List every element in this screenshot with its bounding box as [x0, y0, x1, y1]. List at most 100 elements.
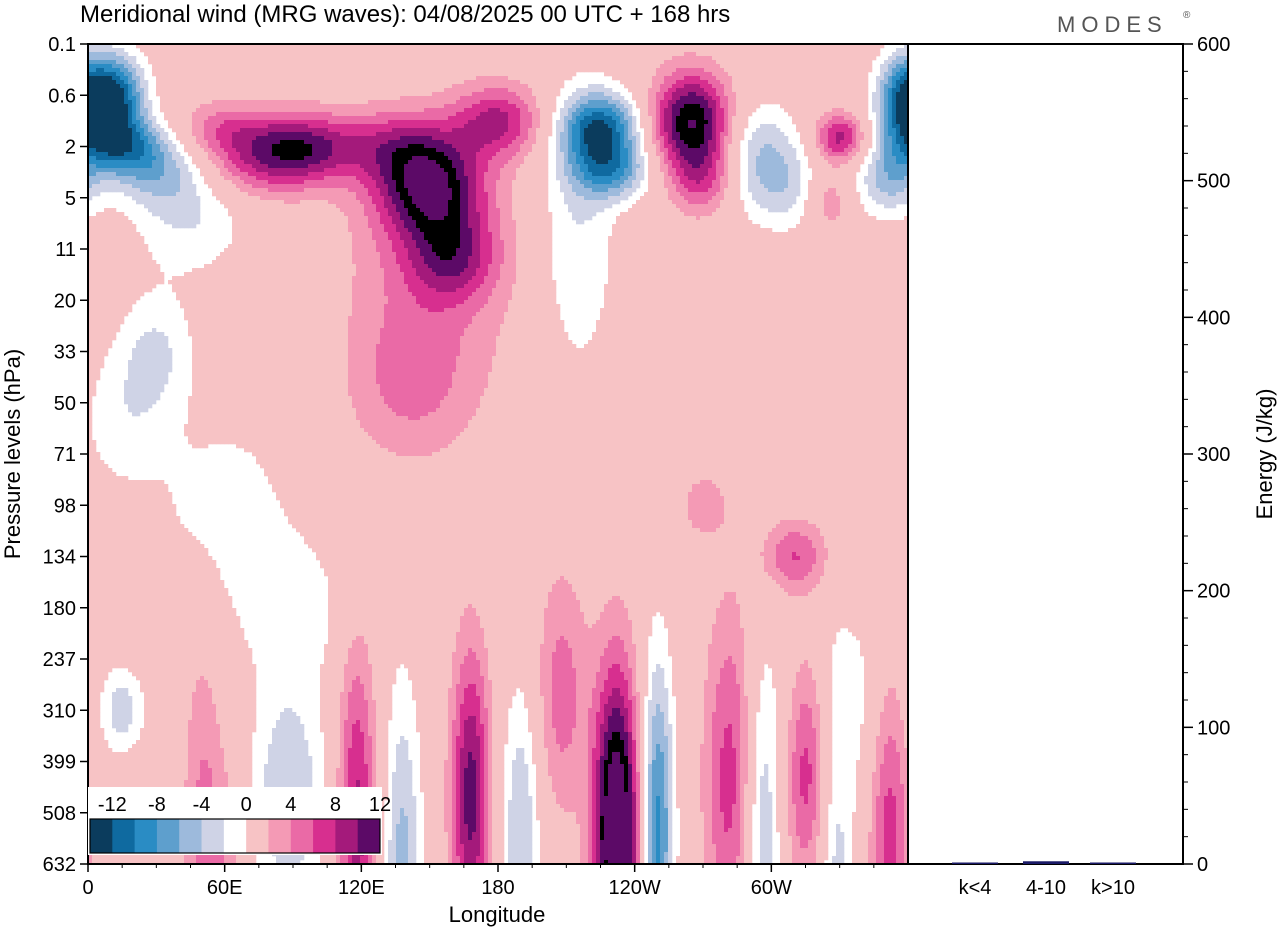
- heatmap-cell: [224, 100, 229, 105]
- heatmap-cell: [744, 68, 749, 73]
- heatmap-cell: [820, 64, 825, 69]
- heatmap-cell: [288, 136, 293, 141]
- heatmap-cell: [320, 136, 325, 141]
- heatmap-cell: [316, 72, 321, 77]
- heatmap-cell: [396, 44, 401, 49]
- heatmap-cell: [576, 108, 581, 113]
- heatmap-cell: [660, 80, 665, 85]
- heatmap-cell: [224, 68, 229, 73]
- heatmap-cell: [604, 92, 609, 97]
- heatmap-cell: [824, 136, 829, 141]
- heatmap-cell: [772, 56, 777, 61]
- heatmap-cell: [288, 72, 293, 77]
- heatmap-cell: [488, 60, 493, 65]
- heatmap-cell: [512, 88, 517, 93]
- heatmap-cell: [900, 108, 905, 113]
- heatmap-cell: [848, 140, 853, 145]
- heatmap-cell: [416, 100, 421, 105]
- heatmap-cell: [488, 88, 493, 93]
- heatmap-cell: [304, 100, 309, 105]
- heatmap-cell: [848, 104, 853, 109]
- heatmap-cell: [264, 100, 269, 105]
- heatmap-cell: [740, 64, 745, 69]
- heatmap-cell: [164, 116, 169, 121]
- heatmap-cell: [396, 52, 401, 57]
- heatmap-cell: [852, 68, 857, 73]
- heatmap-cell: [412, 112, 417, 117]
- heatmap-cell: [700, 132, 705, 137]
- heatmap-cell: [864, 120, 869, 125]
- heatmap-cell: [740, 128, 745, 133]
- heatmap-cell: [800, 108, 805, 113]
- heatmap-cell: [428, 108, 433, 113]
- heatmap-cell: [848, 80, 853, 85]
- heatmap-cell: [120, 144, 125, 149]
- heatmap-cell: [588, 92, 593, 97]
- heatmap-cell: [188, 68, 193, 73]
- heatmap-cell: [432, 112, 437, 117]
- heatmap-cell: [212, 108, 217, 113]
- heatmap-cell: [352, 68, 357, 73]
- heatmap-cell: [712, 128, 717, 133]
- heatmap-cell: [584, 132, 589, 137]
- heatmap-cell: [276, 116, 281, 121]
- heatmap-cell: [284, 68, 289, 73]
- heatmap-cell: [364, 100, 369, 105]
- heatmap-cell: [476, 52, 481, 57]
- heatmap-cell: [860, 112, 865, 117]
- heatmap-cell: [360, 132, 365, 137]
- heatmap-cell: [260, 116, 265, 121]
- heatmap-cell: [368, 92, 373, 97]
- heatmap-cell: [704, 132, 709, 137]
- heatmap-cell: [96, 44, 101, 49]
- heatmap-cell: [448, 140, 453, 145]
- heatmap-cell: [100, 116, 105, 121]
- heatmap-cell: [868, 124, 873, 129]
- heatmap-cell: [496, 88, 501, 93]
- heatmap-cell: [140, 144, 145, 149]
- heatmap-cell: [132, 104, 137, 109]
- heatmap-cell: [568, 76, 573, 81]
- heatmap-cell: [676, 132, 681, 137]
- heatmap-cell: [512, 124, 517, 129]
- heatmap-cell: [216, 68, 221, 73]
- heatmap-cell: [104, 84, 109, 89]
- heatmap-cell: [644, 68, 649, 73]
- heatmap-cell: [360, 96, 365, 101]
- heatmap-cell: [684, 76, 689, 81]
- heatmap-cell: [444, 100, 449, 105]
- heatmap-cell: [176, 96, 181, 101]
- heatmap-cell: [736, 44, 741, 49]
- heatmap-cell: [648, 120, 653, 125]
- heatmap-cell: [832, 116, 837, 121]
- heatmap-cell: [228, 64, 233, 69]
- heatmap-cell: [216, 60, 221, 65]
- heatmap-cell: [460, 140, 465, 145]
- heatmap-cell: [680, 48, 685, 53]
- heatmap-cell: [896, 96, 901, 101]
- heatmap-cell: [320, 128, 325, 133]
- heatmap-cell: [268, 80, 273, 85]
- heatmap-cell: [596, 52, 601, 57]
- heatmap-cell: [444, 104, 449, 109]
- heatmap-cell: [388, 92, 393, 97]
- heatmap-cell: [564, 48, 569, 53]
- heatmap-cell: [460, 68, 465, 73]
- heatmap-cell: [836, 80, 841, 85]
- heatmap-cell: [144, 44, 149, 49]
- heatmap-cell: [204, 52, 209, 57]
- heatmap-cell: [648, 84, 653, 89]
- heatmap-cell: [108, 116, 113, 121]
- heatmap-cell: [496, 100, 501, 105]
- heatmap-cell: [496, 76, 501, 81]
- heatmap-cell: [612, 108, 617, 113]
- heatmap-cell: [236, 52, 241, 57]
- heatmap-cell: [740, 132, 745, 137]
- heatmap-cell: [136, 92, 141, 97]
- heatmap-cell: [356, 80, 361, 85]
- heatmap-cell: [540, 84, 545, 89]
- heatmap-cell: [284, 124, 289, 129]
- heatmap-cell: [848, 68, 853, 73]
- heatmap-cell: [312, 124, 317, 129]
- heatmap-cell: [272, 116, 277, 121]
